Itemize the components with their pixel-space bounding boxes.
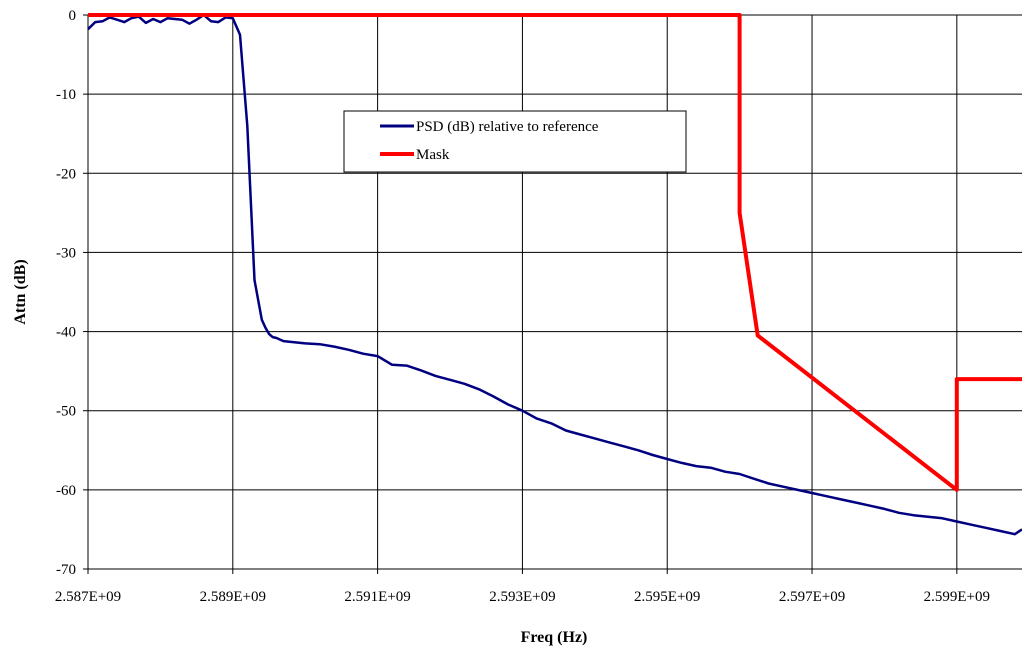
- x-tick-label: 2.589E+09: [200, 589, 266, 605]
- y-tick-label: -30: [56, 245, 76, 261]
- series-layer: [87, 13, 1022, 536]
- x-axis-ticks: 2.587E+09 2.589E+09 2.591E+09 2.593E+09 2.59…: [55, 569, 990, 605]
- x-tick-label: 2.597E+09: [779, 589, 845, 605]
- legend-label-psd: PSD (dB) relative to reference: [416, 119, 599, 135]
- y-tick-label: 0: [69, 8, 77, 24]
- y-axis-ticks: 0 -10 -20 -30 -40 -50 -60 -70: [56, 8, 88, 578]
- x-tick-label: 2.593E+09: [489, 589, 555, 605]
- mask-series-line: [88, 13, 1022, 492]
- plot-area-border: [87, 15, 1022, 570]
- grid: [87, 14, 1022, 570]
- y-tick-label: -60: [56, 483, 76, 499]
- legend-box: [343, 110, 687, 173]
- y-tick-label: -40: [56, 325, 76, 341]
- x-tick-label: 2.591E+09: [344, 589, 410, 605]
- y-axis-title: Attn (dB): [12, 259, 29, 324]
- y-tick-label: -10: [56, 87, 76, 103]
- x-tick-label: 2.599E+09: [924, 589, 990, 605]
- legend: PSD (dB) relative to reference Mask: [343, 110, 687, 173]
- y-tick-label: -50: [56, 404, 76, 420]
- y-tick-label: -20: [56, 166, 76, 182]
- x-tick-label: 2.587E+09: [55, 589, 121, 605]
- x-tick-label: 2.595E+09: [634, 589, 700, 605]
- y-tick-label: -70: [56, 562, 76, 578]
- legend-label-mask: Mask: [416, 147, 450, 163]
- x-axis-title: Freq (Hz): [521, 629, 588, 646]
- psd-series-line: [87, 13, 1022, 536]
